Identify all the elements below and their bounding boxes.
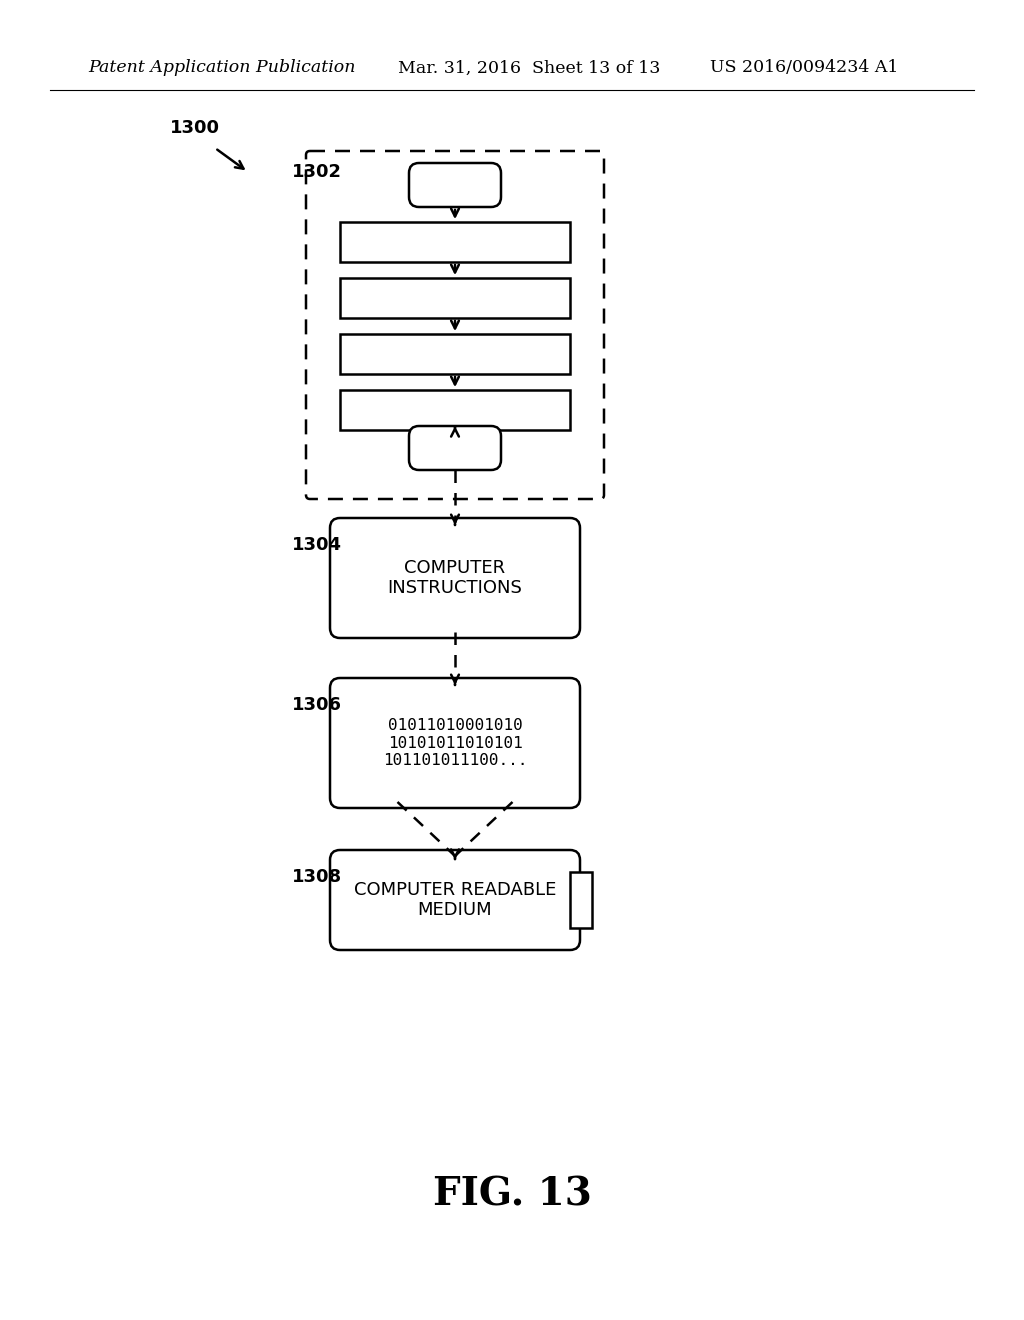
Text: 01011010001010
10101011010101
101101011100...: 01011010001010 10101011010101 1011010111… xyxy=(383,718,527,768)
FancyBboxPatch shape xyxy=(409,426,501,470)
Text: FIG. 13: FIG. 13 xyxy=(432,1176,592,1214)
Text: COMPUTER READABLE
MEDIUM: COMPUTER READABLE MEDIUM xyxy=(354,880,556,920)
Text: 1302: 1302 xyxy=(292,162,342,181)
FancyBboxPatch shape xyxy=(330,850,580,950)
Text: Mar. 31, 2016  Sheet 13 of 13: Mar. 31, 2016 Sheet 13 of 13 xyxy=(398,59,660,77)
Text: 1304: 1304 xyxy=(292,536,342,554)
FancyBboxPatch shape xyxy=(340,389,570,430)
FancyBboxPatch shape xyxy=(330,517,580,638)
FancyBboxPatch shape xyxy=(306,150,604,499)
FancyBboxPatch shape xyxy=(340,222,570,261)
Text: 1300: 1300 xyxy=(170,119,220,137)
Text: 1306: 1306 xyxy=(292,696,342,714)
FancyBboxPatch shape xyxy=(330,678,580,808)
FancyBboxPatch shape xyxy=(340,334,570,374)
Text: Patent Application Publication: Patent Application Publication xyxy=(88,59,355,77)
Text: US 2016/0094234 A1: US 2016/0094234 A1 xyxy=(710,59,898,77)
Text: 1308: 1308 xyxy=(292,869,342,886)
FancyBboxPatch shape xyxy=(340,279,570,318)
FancyBboxPatch shape xyxy=(409,162,501,207)
Bar xyxy=(570,873,592,928)
Text: COMPUTER
INSTRUCTIONS: COMPUTER INSTRUCTIONS xyxy=(387,558,522,598)
